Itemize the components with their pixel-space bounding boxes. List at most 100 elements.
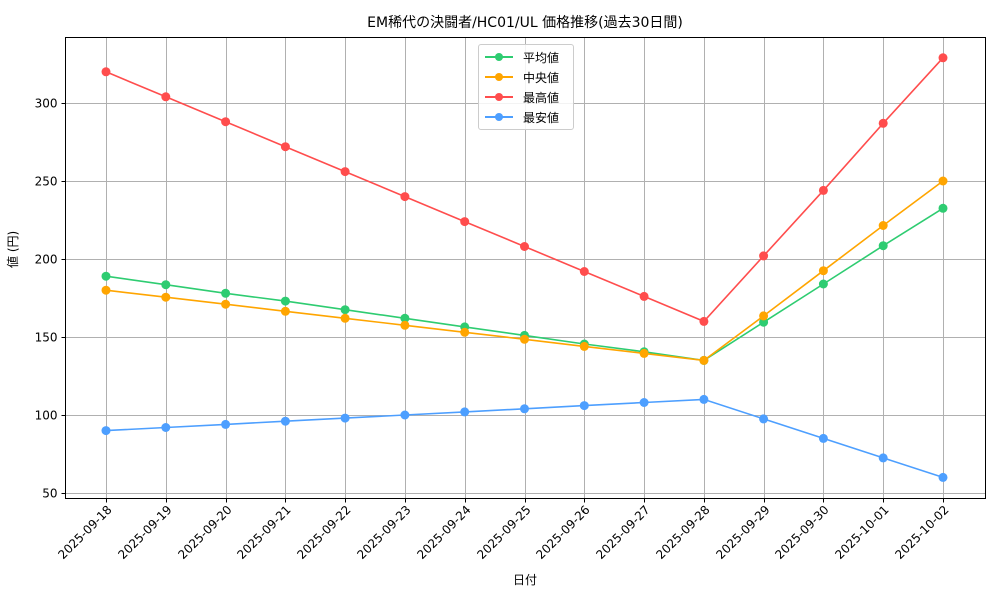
chart-title: EM稀代の決闘者/HC01/UL 価格推移(過去30日間): [367, 15, 683, 31]
x-tick-label: 2025-09-20: [175, 503, 234, 562]
data-point: [878, 118, 888, 128]
data-point: [221, 299, 231, 309]
legend-label: 中央値: [523, 70, 560, 85]
x-tick-label: 2025-10-01: [832, 503, 891, 562]
data-point: [221, 419, 231, 429]
data-point: [340, 167, 350, 177]
data-point: [280, 416, 290, 426]
data-point: [639, 291, 649, 301]
x-tick-label: 2025-09-24: [414, 503, 473, 562]
legend-item: 最安値: [479, 107, 573, 127]
data-point: [938, 472, 948, 482]
x-axis-ticks: 2025-09-18 2025-09-19 2025-09-20 2025-09-21…: [55, 498, 952, 562]
data-point: [460, 407, 470, 417]
x-tick-label: 2025-09-27: [593, 503, 652, 562]
legend-marker-icon: [485, 91, 513, 103]
y-tick-label: 100: [35, 409, 58, 423]
data-point: [520, 404, 529, 414]
data-point: [460, 217, 470, 227]
legend-item: 中央値: [479, 67, 573, 87]
x-tick-label: 2025-09-29: [713, 503, 772, 562]
data-point: [101, 271, 111, 281]
data-point: [101, 285, 111, 295]
data-point: [280, 296, 290, 306]
data-point: [818, 279, 828, 289]
data-point: [878, 221, 888, 230]
data-point: [759, 251, 769, 261]
x-tick-label: 2025-09-21: [234, 503, 293, 562]
data-point: [699, 394, 709, 404]
data-point: [101, 426, 111, 436]
data-point: [878, 241, 888, 251]
data-point: [818, 433, 828, 443]
data-point: [340, 313, 350, 323]
legend-label: 最安値: [523, 110, 560, 125]
data-point: [579, 401, 589, 411]
y-tick-label: 300: [35, 97, 58, 111]
data-series: [101, 53, 948, 482]
x-tick-label: 2025-09-30: [772, 503, 831, 562]
data-point: [161, 292, 171, 302]
data-point: [460, 327, 470, 337]
legend-label: 平均値: [523, 50, 560, 65]
data-point: [161, 92, 171, 102]
legend-label: 最高値: [523, 90, 560, 105]
x-tick-label: 2025-09-28: [653, 503, 712, 562]
data-point: [938, 53, 948, 63]
series-line: [101, 53, 948, 326]
data-point: [759, 317, 769, 327]
data-point: [520, 334, 529, 344]
legend-marker-icon: [485, 51, 513, 63]
data-point: [579, 267, 589, 276]
data-point: [400, 192, 410, 202]
data-point: [161, 423, 171, 432]
legend-item: 平均値: [479, 47, 573, 67]
x-tick-label: 2025-09-18: [55, 503, 114, 562]
x-tick-label: 2025-09-26: [533, 503, 592, 562]
data-point: [161, 280, 171, 290]
data-point: [400, 313, 410, 323]
data-point: [400, 320, 410, 330]
data-point: [818, 266, 828, 276]
data-point: [699, 355, 709, 365]
data-point: [579, 341, 589, 351]
y-axis-ticks: 50 100 150 200 250 300: [35, 97, 66, 501]
y-tick-label: 250: [35, 175, 58, 189]
y-tick-label: 50: [42, 487, 57, 501]
data-point: [759, 311, 769, 321]
data-point: [759, 414, 769, 424]
data-point: [639, 398, 649, 407]
x-tick-label: 2025-10-02: [892, 503, 951, 562]
data-point: [818, 185, 828, 195]
data-point: [280, 306, 290, 316]
y-tick-label: 200: [35, 253, 58, 267]
x-tick-label: 2025-09-23: [354, 503, 413, 562]
data-point: [400, 410, 410, 420]
data-point: [280, 142, 290, 152]
legend: 平均値中央値最高値最安値: [478, 44, 574, 130]
data-point: [938, 203, 948, 213]
x-tick-label: 2025-09-19: [115, 503, 174, 562]
legend-marker-icon: [485, 71, 513, 83]
data-point: [938, 176, 948, 186]
data-point: [340, 305, 350, 315]
data-point: [101, 67, 111, 77]
x-tick-label: 2025-09-22: [294, 503, 353, 562]
legend-item: 最高値: [479, 87, 573, 107]
x-axis-label: 日付: [512, 573, 537, 587]
data-point: [878, 453, 888, 463]
data-point: [699, 316, 709, 326]
data-point: [520, 242, 529, 251]
series-line: [101, 176, 948, 365]
data-point: [221, 288, 231, 298]
data-point: [221, 117, 231, 127]
legend-marker-icon: [485, 111, 513, 123]
data-point: [340, 413, 350, 423]
x-tick-label: 2025-09-25: [474, 503, 533, 562]
plot-frame: [65, 37, 986, 499]
series-line: [101, 394, 948, 482]
data-point: [639, 348, 649, 358]
y-tick-label: 150: [35, 331, 58, 345]
